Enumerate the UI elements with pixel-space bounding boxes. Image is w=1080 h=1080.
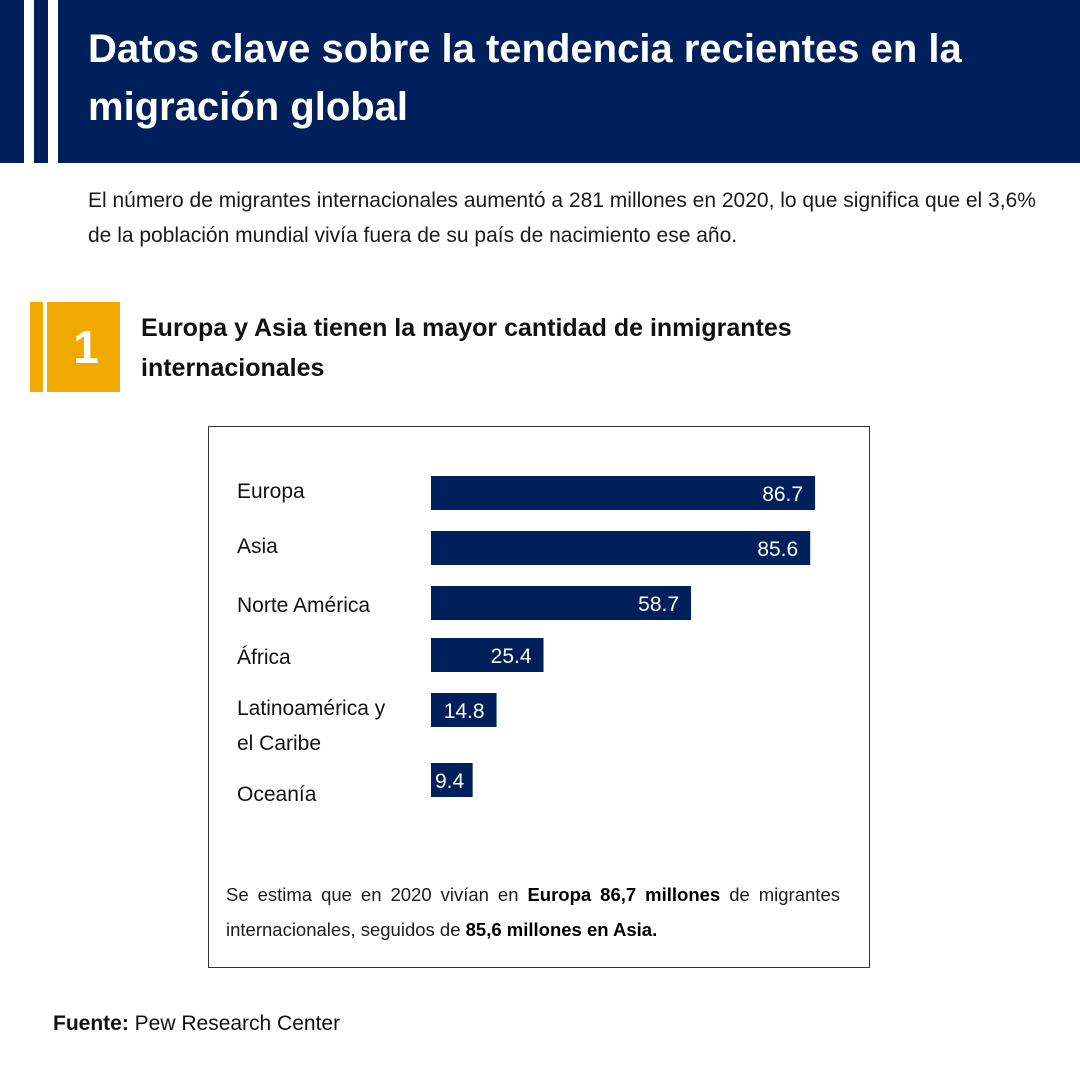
- bar-5: [431, 763, 473, 797]
- bar-3: [431, 638, 544, 672]
- source-text: Pew Research Center: [128, 1012, 341, 1035]
- bar-chart: 86.7 Europa 85.6 Asia 58.7 Norte América 25.4 Á…: [237, 476, 816, 806]
- intro-text: El número de migrantes internacionales a…: [88, 189, 1036, 247]
- section-number-badge: 1: [30, 302, 120, 392]
- category-label: el Caribe: [237, 732, 321, 755]
- category-label: Europa: [237, 480, 305, 503]
- category-label: África: [237, 646, 291, 669]
- bar-value-label: 86.7: [762, 483, 803, 506]
- header-stripe: [24, 0, 34, 163]
- note-highlight-europe: Europa 86,7 millones: [527, 884, 721, 905]
- bar-value-label: 9.4: [435, 770, 465, 793]
- bar-value-label: 25.4: [491, 645, 532, 668]
- bar-value-label: 85.6: [757, 538, 798, 561]
- section-number: 1: [73, 321, 99, 373]
- category-label: Asia: [237, 535, 278, 558]
- category-label: Oceanía: [237, 783, 317, 806]
- page-title: Datos clave sobre la tendencia recientes…: [88, 27, 962, 129]
- source-label: Fuente:: [53, 1012, 129, 1035]
- bar-1: [431, 531, 811, 565]
- bar-value-label: 58.7: [638, 593, 679, 616]
- category-label: Latinoamérica y: [237, 697, 386, 720]
- badge-stripe: [43, 302, 47, 392]
- header-banner: Datos clave sobre la tendencia recientes…: [0, 0, 1080, 163]
- bar-value-label: 14.8: [444, 700, 485, 723]
- bar-0: [431, 476, 816, 510]
- source-line: Fuente: Pew Research Center: [53, 1008, 340, 1040]
- header-stripe: [48, 0, 58, 163]
- note-text: de migrantes internacionales, seguidos d…: [226, 884, 840, 940]
- note-text: Se estima que en 2020 vivían en: [226, 884, 528, 905]
- note-highlight-asia: 85,6 millones en Asia.: [465, 919, 658, 940]
- chart-note: Se estima que en 2020 vivían en Europa 8…: [226, 877, 840, 947]
- bar-4: [431, 693, 497, 727]
- section-title: Europa y Asia tienen la mayor cantidad d…: [141, 314, 792, 382]
- category-label: Norte América: [237, 594, 370, 617]
- bar-2: [431, 586, 692, 620]
- chart-box: 86.7 Europa 85.6 Asia 58.7 Norte América 25.4 Á…: [208, 426, 870, 968]
